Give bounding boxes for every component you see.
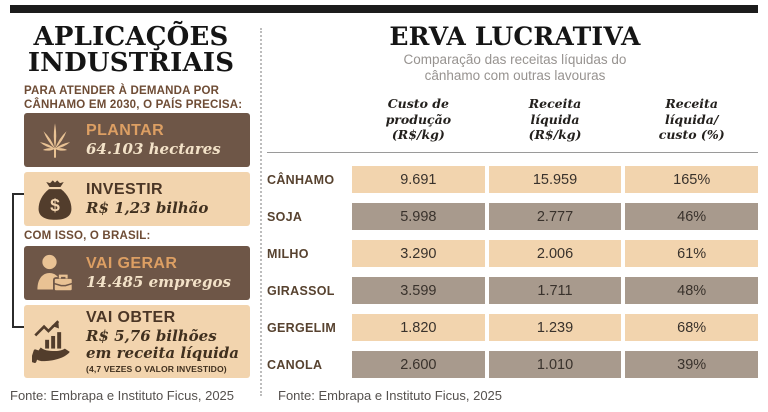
- left-source: Fonte: Embrapa e Instituto Ficus, 2025: [10, 388, 235, 403]
- left-panel-mid-kicker: COM ISSO, O BRASIL:: [24, 230, 151, 242]
- column-header: Receita líquida/ custo (%): [658, 96, 725, 142]
- table-cell: 2.006: [488, 240, 622, 267]
- table-row: CÂNHAMO 9.691 15.959 165%: [267, 166, 759, 193]
- table-cell: 48%: [625, 277, 759, 304]
- money-bag-icon: $: [24, 176, 86, 222]
- table-row: GIRASSOL 3.599 1.711 48%: [267, 277, 759, 304]
- hemp-leaf-icon: [24, 119, 86, 161]
- investment-return-bracket: [12, 193, 26, 328]
- stat-value: 64.103 hectares: [86, 140, 221, 158]
- column-header: Receita líquida (R$/kg): [528, 96, 582, 142]
- top-rule: [10, 5, 758, 13]
- table-cell: 9.691: [352, 166, 485, 193]
- hand-chart-icon: [24, 319, 86, 365]
- stat-card-investir: $ INVESTIR R$ 1,23 bilhão: [24, 172, 250, 226]
- table-cell: 1.239: [488, 314, 622, 341]
- stat-note: (4,7 VEZES O VALOR INVESTIDO): [86, 364, 227, 374]
- table-cell: 39%: [625, 351, 759, 378]
- worker-icon: [24, 252, 86, 294]
- stat-value: R$ 5,76 bilhões em receita líquida: [86, 327, 240, 362]
- right-panel-subtitle: Comparação das receitas líquidas do cânh…: [403, 52, 627, 83]
- table-cell: 3.599: [352, 277, 485, 304]
- table-cell: 1.711: [488, 277, 622, 304]
- panel-divider: [260, 28, 262, 396]
- table-cell: 1.820: [352, 314, 485, 341]
- table-cell: 46%: [625, 203, 759, 230]
- table-cell: 2.777: [488, 203, 622, 230]
- left-panel-kicker: PARA ATENDER À DEMANDA POR CÂNHAMO EM 20…: [24, 85, 243, 111]
- stat-card-plantar: PLANTAR 64.103 hectares: [24, 113, 250, 167]
- table-cell: 1.010: [488, 351, 622, 378]
- table-header-rule: [267, 152, 758, 153]
- table-row: SOJA 5.998 2.777 46%: [267, 203, 759, 230]
- table-cell: 68%: [625, 314, 759, 341]
- column-header: Custo de produção (R$/kg): [385, 96, 452, 142]
- stat-label: VAI GERAR: [86, 255, 178, 272]
- stat-card-vai-obter: VAI OBTER R$ 5,76 bilhões em receita líq…: [24, 305, 250, 378]
- table-row: GERGELIM 1.820 1.239 68%: [267, 314, 759, 341]
- right-source: Fonte: Embrapa e Instituto Ficus, 2025: [278, 388, 503, 403]
- table-cell: 15.959: [488, 166, 622, 193]
- table-header-row: Custo de produção (R$/kg) Receita líquid…: [352, 96, 758, 143]
- stat-label: PLANTAR: [86, 122, 165, 139]
- stat-label: VAI OBTER: [86, 309, 176, 326]
- table-cell: 165%: [625, 166, 759, 193]
- table-cell: 2.600: [352, 351, 485, 378]
- stat-value: R$ 1,23 bilhão: [86, 199, 209, 217]
- left-panel-title: APLICAÇÕES INDUSTRIAIS: [27, 22, 235, 78]
- svg-text:$: $: [50, 195, 60, 215]
- table-row: MILHO 3.290 2.006 61%: [267, 240, 759, 267]
- table-cell: 3.290: [352, 240, 485, 267]
- row-label: CANOLA: [267, 357, 323, 372]
- row-label: CÂNHAMO: [267, 172, 335, 187]
- row-label: GIRASSOL: [267, 283, 335, 298]
- stat-label: INVESTIR: [86, 181, 163, 198]
- row-label: MILHO: [267, 246, 309, 261]
- table-cell: 5.998: [352, 203, 485, 230]
- row-label: GERGELIM: [267, 320, 337, 335]
- table-cell: 61%: [625, 240, 759, 267]
- table-row: CANOLA 2.600 1.010 39%: [267, 351, 759, 378]
- right-panel-title: ERVA LUCRATIVA: [389, 22, 641, 51]
- stat-value: 14.485 empregos: [86, 273, 231, 291]
- stat-card-vai-gerar: VAI GERAR 14.485 empregos: [24, 246, 250, 300]
- row-label: SOJA: [267, 209, 303, 224]
